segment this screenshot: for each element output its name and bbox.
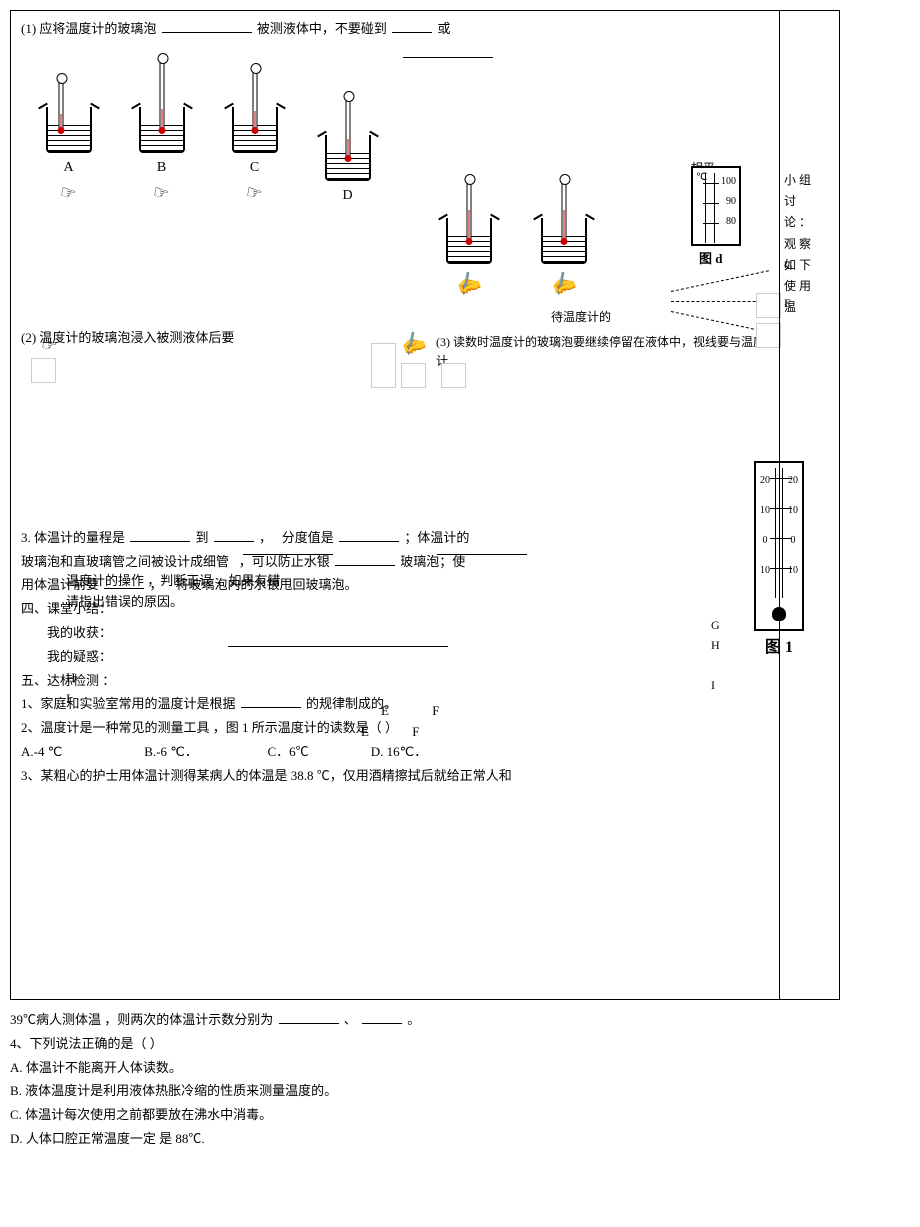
blank[interactable] <box>339 528 399 542</box>
q1-text-c: 或 <box>437 21 450 36</box>
blank[interactable] <box>362 1010 402 1024</box>
beaker-b: B ☜ <box>124 95 199 208</box>
fig-d-label: 图 d <box>699 249 722 270</box>
h-label2: H <box>711 636 720 655</box>
stray-box <box>756 323 781 348</box>
hand-icon: ☜ <box>150 177 173 209</box>
cloth-hand-icon: ✍ <box>450 264 486 304</box>
blank[interactable] <box>162 19 252 33</box>
blank[interactable] <box>130 528 190 542</box>
beaker-c: C ☜ <box>217 95 292 208</box>
hand-icon: ☜ <box>57 177 80 209</box>
label-c: C <box>217 157 292 179</box>
sidebar-notes: 小 组 讨 论 ： 观 察 如 下 使 用 温 <box>779 11 839 999</box>
stray-box <box>401 363 426 388</box>
instr-l2: 请指出错误的原因。 <box>66 592 566 613</box>
ef-labels: E F E F <box>381 701 479 743</box>
q4: 4、下列说法正确的是（ ） <box>10 1034 840 1055</box>
q2-text-c: 待温度计的 <box>551 308 611 327</box>
blank[interactable] <box>279 1010 339 1024</box>
beaker-d: D <box>310 123 385 207</box>
blank[interactable] <box>403 44 493 58</box>
blank[interactable] <box>437 541 527 555</box>
q1-text-b: 被测液体中，不要碰到 <box>257 21 387 36</box>
h-label: H <box>66 668 566 689</box>
opt-b: B. 液体温度计是利用液体热胀冷缩的性质来测量温度的。 <box>10 1081 840 1102</box>
blank[interactable] <box>392 19 432 33</box>
beaker-a: A ☜ <box>31 95 106 208</box>
below-content: 39℃病人测体温 ，则两次的体温计示数分别为 、 。 4、下列说法正确的是（ ）… <box>10 1010 840 1150</box>
sec5-q3: 3、某粗心的护士用体温计测得某病人的体温是 38.8 ℃，仅用酒精擦拭后就给正常… <box>21 766 761 787</box>
beaker-ef-row: ✍ ✍ <box>431 206 601 300</box>
stray-box <box>371 343 396 388</box>
i-label: I <box>66 689 566 710</box>
page-container: (1) 应将温度计的玻璃泡 被测液体中，不要碰到 或 相平。 A ☜ B ☜ <box>10 10 840 1000</box>
stray-box <box>31 358 56 383</box>
opt-a: A. 体温计不能离开人体读数。 <box>10 1058 840 1079</box>
g-label2: G <box>711 616 720 635</box>
opt-d: D. 人体口腔正常温度一定 是 88℃. <box>10 1129 840 1150</box>
i-label2: I <box>711 676 715 695</box>
blank[interactable] <box>228 633 448 647</box>
scale-diagram-d: ℃ 100 90 80 <box>691 166 741 246</box>
label-b: B <box>124 157 199 179</box>
blank[interactable] <box>243 541 333 555</box>
q3-text: (3) 读数时温度计的玻璃泡要继续停留在液体中，视线要与温度计 <box>436 333 776 371</box>
mid-blanks <box>241 541 529 555</box>
stray-box <box>441 363 466 388</box>
opt-c: C. 体温计每次使用之前都要放在沸水中消毒。 <box>10 1105 840 1126</box>
hand-icon: ☜ <box>243 177 266 209</box>
label-d: D <box>310 185 385 207</box>
blank[interactable] <box>214 528 254 542</box>
q1-text-a: (1) 应将温度计的玻璃泡 <box>21 21 156 36</box>
instruction-block: 温度计的操作 ，判断正误 ，如果有错 请指出错误的原因。 H I <box>66 571 566 710</box>
q2-text-a: (2) 温度计的玻璃泡浸入被测液体后要 <box>21 330 234 345</box>
q1-line: (1) 应将温度计的玻璃泡 被测液体中，不要碰到 或 <box>21 19 829 40</box>
cloth-hand-icon: ✍ <box>395 324 431 364</box>
label-a: A <box>31 157 106 179</box>
stray-box <box>756 293 781 318</box>
cloth-hand-icon: ✍ <box>545 264 581 304</box>
instr-l1: 温度计的操作 ，判断正误 ，如果有错 <box>66 571 566 592</box>
